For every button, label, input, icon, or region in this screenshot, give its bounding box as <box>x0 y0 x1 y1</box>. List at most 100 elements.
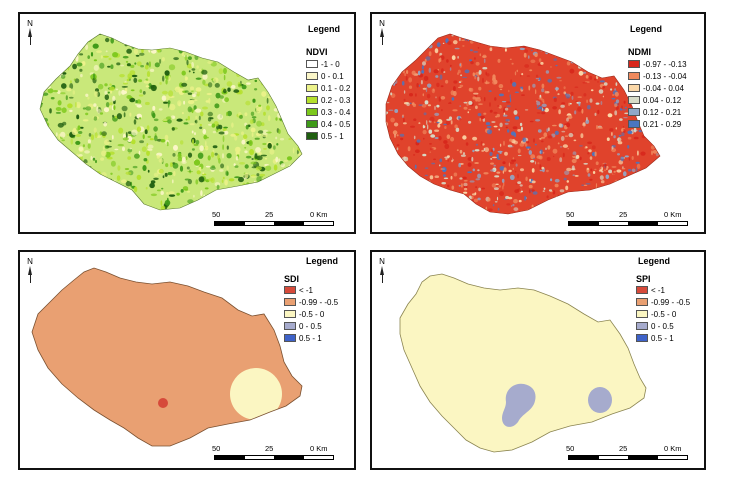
legend-label: 0.12 - 0.21 <box>643 107 682 117</box>
scale-label-0: 0 Km <box>310 210 328 219</box>
legend-swatch <box>636 322 648 330</box>
ndvi-raster <box>40 34 302 210</box>
legend-swatch <box>284 310 296 318</box>
sdi-surface <box>32 268 302 446</box>
legend-label: 0.04 - 0.12 <box>643 95 682 105</box>
legend-label: < -1 <box>651 285 666 295</box>
legend-label: 0.4 - 0.5 <box>321 119 351 129</box>
scale-bar: 50 25 0 Km <box>566 210 698 230</box>
legend-swatch <box>284 298 296 306</box>
legend-label: 0.5 - 1 <box>299 333 322 343</box>
legend-items: -0.97 - -0.13 -0.13 - -0.04 -0.04 - 0.04 0.… <box>628 58 687 130</box>
scale-bar: 50 25 0 Km <box>212 444 344 464</box>
legend-swatch <box>636 286 648 294</box>
legend-swatch <box>628 108 640 116</box>
legend-label: 0.2 - 0.3 <box>321 95 351 105</box>
legend-items: < -1 -0.99 - -0.5 -0.5 - 0 0 - 0.5 0.5 - 1 <box>284 284 338 344</box>
legend-title: Legend <box>308 24 341 34</box>
legend-swatch <box>306 120 318 128</box>
scale-label-0: 0 Km <box>664 444 682 453</box>
legend-layer-name: NDMI <box>628 47 651 57</box>
legend-item: < -1 <box>636 284 690 296</box>
legend-item: -0.13 - -0.04 <box>628 70 687 82</box>
legend-layer-name: NDVI <box>306 47 328 57</box>
legend-swatch <box>306 108 318 116</box>
legend-item: 0.1 - 0.2 <box>306 82 350 94</box>
scale-bar: 50 25 0 Km <box>566 444 698 464</box>
spi-wet-zone-east <box>588 387 612 413</box>
legend-label: 0.5 - 1 <box>321 131 344 141</box>
legend-swatch <box>306 132 318 140</box>
legend-item: 0 - 0.5 <box>284 320 338 332</box>
spi-wet-zone-west <box>502 383 536 427</box>
legend-item: 0.21 - 0.29 <box>628 118 687 130</box>
north-label: N <box>27 19 33 28</box>
legend-layer-name: SPI <box>636 274 651 284</box>
legend-swatch <box>636 298 648 306</box>
legend-swatch <box>306 72 318 80</box>
legend-title: Legend <box>638 256 671 266</box>
legend-item: 0.5 - 1 <box>306 130 350 142</box>
legend-label: 0.5 - 1 <box>651 333 674 343</box>
spi-map <box>399 273 647 453</box>
legend-label: 0 - 0.1 <box>321 71 344 81</box>
legend-swatch <box>628 96 640 104</box>
legend-item: < -1 <box>284 284 338 296</box>
north-arrow: N <box>377 19 387 45</box>
legend-item: -0.97 - -0.13 <box>628 58 687 70</box>
legend-label: 0 - 0.5 <box>651 321 674 331</box>
legend-title: Legend <box>630 24 663 34</box>
legend-label: 0 - 0.5 <box>299 321 322 331</box>
legend-items: < -1 -0.99 - -0.5 -0.5 - 0 0 - 0.5 0.5 - 1 <box>636 284 690 344</box>
legend-label: -0.04 - 0.04 <box>643 83 684 93</box>
legend-swatch <box>306 84 318 92</box>
legend-label: 0.1 - 0.2 <box>321 83 351 93</box>
legend-item: 0.4 - 0.5 <box>306 118 350 130</box>
ndmi-map <box>385 33 661 215</box>
spi-map-panel: N Legend SPI < -1 -0.99 - -0.5 -0.5 - 0 0 -… <box>370 250 706 470</box>
scale-label-50: 50 <box>566 210 575 219</box>
legend-label: -0.5 - 0 <box>299 309 325 319</box>
legend-item: -0.5 - 0 <box>284 308 338 320</box>
legend-swatch <box>284 322 296 330</box>
scale-label-50: 50 <box>212 444 221 453</box>
legend-swatch <box>306 60 318 68</box>
legend-item: 0.5 - 1 <box>636 332 690 344</box>
legend-swatch <box>628 120 640 128</box>
legend-swatch <box>628 84 640 92</box>
scale-label-25: 25 <box>265 210 274 219</box>
legend-item: 0 - 0.5 <box>636 320 690 332</box>
north-label: N <box>379 19 385 28</box>
legend-label: -0.97 - -0.13 <box>643 59 687 69</box>
scale-label-50: 50 <box>212 210 221 219</box>
north-arrow: N <box>25 19 35 45</box>
legend-swatch <box>284 334 296 342</box>
legend-label: -0.99 - -0.5 <box>299 297 339 307</box>
sdi-dry-spot <box>158 398 168 408</box>
sdi-map <box>31 267 303 447</box>
legend-label: 0.21 - 0.29 <box>643 119 682 129</box>
scale-label-25: 25 <box>619 210 628 219</box>
legend-swatch <box>628 60 640 68</box>
legend-item: -0.99 - -0.5 <box>636 296 690 308</box>
north-label: N <box>27 257 33 266</box>
legend-title: Legend <box>306 256 339 266</box>
legend-item: 0.5 - 1 <box>284 332 338 344</box>
scale-label-0: 0 Km <box>310 444 328 453</box>
sdi-map-panel: N Legend SDI < -1 -0.99 - -0.5 -0.5 - 0 0 -… <box>18 250 356 470</box>
legend-item: 0.2 - 0.3 <box>306 94 350 106</box>
legend-item: -0.5 - 0 <box>636 308 690 320</box>
legend-label: < -1 <box>299 285 314 295</box>
legend-item: -0.04 - 0.04 <box>628 82 687 94</box>
legend-item: -0.99 - -0.5 <box>284 296 338 308</box>
scale-label-50: 50 <box>566 444 575 453</box>
legend-swatch <box>636 310 648 318</box>
legend-swatch <box>636 334 648 342</box>
ndmi-map-panel: N Legend NDMI -0.97 - -0.13 -0.13 - -0.04… <box>370 12 706 234</box>
sdi-wet-zone <box>230 368 282 420</box>
legend-label: 0.3 - 0.4 <box>321 107 351 117</box>
ndvi-map-panel: N Legend NDVI -1 - 0 0 - 0.1 0.1 - 0.2 0.2 … <box>18 12 356 234</box>
legend-label: -0.5 - 0 <box>651 309 677 319</box>
legend-label: -1 - 0 <box>321 59 340 69</box>
north-arrow: N <box>377 257 387 283</box>
